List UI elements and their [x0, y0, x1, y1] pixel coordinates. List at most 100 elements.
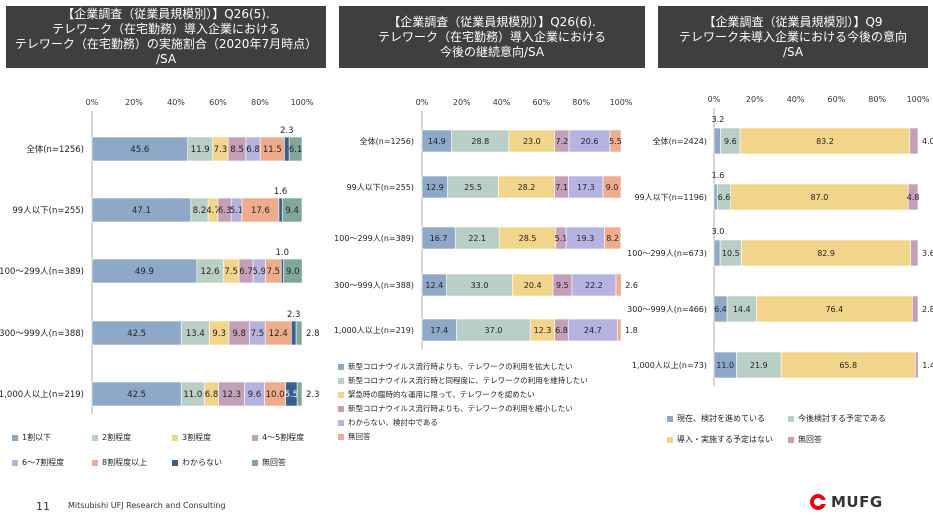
chart3-legend-label: 導入・実施する予定はない — [677, 434, 773, 444]
chart3-legend-label: 今後検討する予定である — [798, 413, 886, 423]
chart1-bar-segment — [259, 136, 285, 162]
chart1-legend-swatch — [252, 435, 258, 441]
chart3-x-tick-label: 40% — [787, 95, 805, 104]
chart3-category-label: 1,000人以上(n=73) — [632, 361, 707, 370]
chart3-bar-segment — [713, 239, 721, 267]
chart1-title: 【企業調査（従業員規模別）】Q26(5). テレワーク（在宅勤務）導入企業におけ… — [6, 6, 326, 68]
chart1-legend-label: 無回答 — [262, 457, 286, 467]
chart1-legend-label: 6～7割程度 — [22, 457, 64, 467]
chart1-data-label: 11.9 — [191, 145, 210, 155]
chart1-bar-segment — [280, 258, 284, 284]
chart2-data-label: 28.5 — [519, 234, 537, 243]
chart3-legend-swatch — [788, 437, 794, 443]
chart2-x-tick-label: 0% — [416, 98, 429, 107]
chart3-data-label: 87.0 — [811, 193, 829, 202]
chart3-legend-label: 無回答 — [798, 434, 822, 444]
chart2-data-label: 25.5 — [464, 183, 482, 192]
chart2-legend-swatch — [338, 378, 344, 384]
chart3-data-label: 10.5 — [722, 249, 740, 258]
chart1-legend-label: 4～5割程度 — [262, 432, 304, 442]
chart1-x-tick-label: 100% — [291, 98, 314, 107]
mufg-logo: MUFG — [809, 493, 883, 511]
chart1-bar-segment — [91, 320, 182, 346]
chart2-data-label: 17.3 — [577, 183, 595, 192]
chart2-legend-label: 無回答 — [348, 431, 371, 441]
chart1-legend-label: 1割以下 — [22, 432, 51, 442]
chart1-legend-label: 3割程度 — [182, 432, 211, 442]
chart2-legend-swatch — [338, 420, 344, 426]
chart3-bar-segment — [910, 239, 919, 267]
mufg-logo-icon — [810, 494, 827, 510]
chart1-legend-label: わからない — [182, 458, 222, 467]
chart3-data-label: 83.2 — [816, 137, 834, 146]
chart1-bar-segment — [187, 136, 214, 162]
chart1-data-label: 6.1 — [289, 145, 303, 155]
chart2-data-label: 5.5 — [609, 137, 622, 146]
chart3-data-label: 3.2 — [712, 115, 725, 124]
chart3-data-label: 3.6 — [922, 249, 933, 258]
chart1-bar-segment — [278, 197, 283, 223]
chart2-data-label: 6.8 — [555, 326, 568, 335]
chart1-legend-swatch — [172, 460, 178, 466]
chart2-bar-segment — [604, 226, 622, 250]
chart2-x-tick-label: 100% — [610, 98, 633, 107]
chart3-data-label: 21.9 — [750, 361, 768, 370]
chart2-data-label: 2.6 — [625, 281, 638, 290]
chart1-bar-segment — [91, 197, 192, 223]
chart2-data-label: 12.4 — [425, 281, 443, 290]
chart1-bar-segment — [241, 197, 280, 223]
chart1-legend-swatch — [92, 460, 98, 466]
chart3-bar-segment — [726, 295, 757, 323]
chart2-bar-segment — [617, 318, 622, 342]
chart2-title: 【企業調査（従業員規模別）】Q26(6). テレワーク（在宅勤務）導入企業におけ… — [339, 6, 645, 68]
chart1-legend-label: 8割程度以上 — [102, 457, 147, 467]
chart1-x-tick-label: 0% — [86, 98, 99, 107]
chart1-bar-segment — [196, 258, 224, 284]
chart2-data-label: 7.1 — [555, 183, 568, 192]
chart2-legend-label: わからない、検討中である — [348, 417, 438, 427]
chart1-data-label: 7.5 — [251, 329, 265, 339]
chart2-data-label: 17.4 — [430, 326, 448, 335]
chart3-bar-segment — [730, 183, 909, 211]
chart1-data-label: 4.7 — [206, 206, 220, 216]
chart1-data-label: 9.3 — [212, 329, 226, 339]
chart2-legend-label: 新型コロナウイルス流行時よりも、テレワークの利用を拡大したい — [348, 361, 573, 371]
chart3-title: 【企業調査（従業員規模別）】Q9 テレワーク未導入企業における今後の意向 /SA — [658, 6, 928, 68]
chart3-bar-segment — [780, 351, 916, 379]
chart2-data-label: 12.3 — [534, 326, 552, 335]
chart1-data-label: 17.6 — [251, 206, 270, 216]
chart1-data-label: 12.6 — [201, 267, 220, 277]
chart1-legend-swatch — [252, 460, 258, 466]
mufg-logo-text: MUFG — [831, 493, 883, 511]
chart1-data-label: 8.5 — [230, 145, 244, 155]
chart3-data-label: 3.0 — [712, 227, 725, 236]
chart1-data-label: 7.5 — [224, 267, 238, 277]
chart3-category-label: 全体(n=2424) — [653, 136, 707, 146]
chart2-legend-swatch — [338, 364, 344, 370]
chart2-bar-segment — [602, 175, 622, 199]
chart2-category-label: 99人以下(n=255) — [347, 183, 414, 192]
chart1-bar-segment — [283, 258, 303, 284]
chart1-data-label: 42.5 — [127, 329, 146, 339]
chart3-legend-swatch — [667, 416, 673, 422]
chart3-category-label: 300～999人(n=466) — [627, 305, 707, 314]
chart1-data-label: 6.8 — [205, 390, 219, 400]
chart2-x-tick-label: 80% — [572, 98, 590, 107]
chart2-x-tick-label: 60% — [533, 98, 551, 107]
chart3-data-label: 76.4 — [825, 305, 843, 314]
chart1-data-label: 2.3 — [306, 390, 320, 400]
chart1-data-label: 12.4 — [269, 329, 288, 339]
chart3-data-label: 6.4 — [714, 305, 727, 314]
chart1-data-label: 7.5 — [267, 267, 281, 277]
chart2-data-label: 24.7 — [584, 326, 602, 335]
chart1-legend-swatch — [92, 435, 98, 441]
chart2-data-label: 22.1 — [468, 234, 486, 243]
chart2-data-label: 23.0 — [523, 137, 541, 146]
chart2-data-label: 20.4 — [524, 281, 542, 290]
chart3-data-label: 4.0 — [922, 137, 933, 146]
chart2-data-label: 37.0 — [485, 326, 503, 335]
chart3-bar-segment — [756, 295, 913, 323]
chart1-data-label: 9.0 — [286, 267, 300, 277]
chart3-bar-segment — [741, 239, 911, 267]
chart2-data-label: 14.9 — [428, 137, 446, 146]
